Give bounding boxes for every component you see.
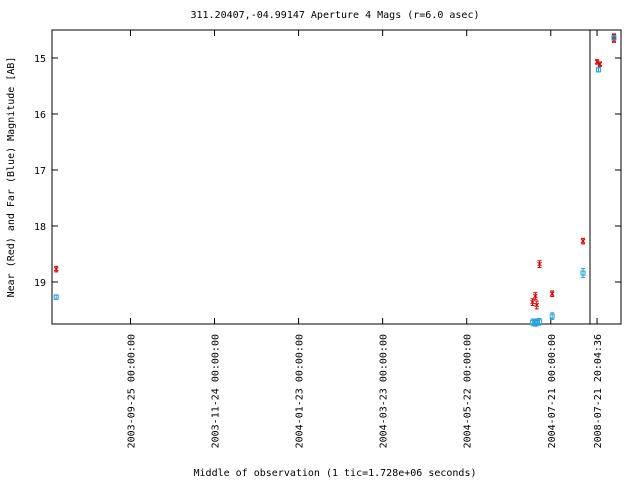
- data-point: [595, 67, 601, 73]
- data-point: [597, 61, 603, 67]
- y-tick-label: 18: [34, 222, 46, 233]
- data-point: [53, 265, 59, 273]
- y-axis-label: Near (Red) and Far (Blue) Magnitude [AB]: [6, 57, 17, 298]
- marker: [549, 291, 555, 297]
- x-tick-label: 2004-03-23 00:00:00: [379, 334, 390, 448]
- x-axis-label: Middle of observation (1 tic=1.728e+06 s…: [194, 468, 477, 479]
- marker: [53, 266, 59, 272]
- marker: [580, 270, 586, 276]
- data-point: [533, 292, 538, 300]
- x-tick-label: 2004-01-23 00:00:00: [295, 334, 306, 448]
- data-point: [53, 294, 59, 300]
- data-point: [580, 268, 586, 279]
- marker: [533, 293, 538, 299]
- marker: [53, 294, 59, 300]
- marker: [595, 67, 601, 73]
- data-point: [549, 290, 555, 298]
- marker: [537, 319, 543, 325]
- x-tick-label: 2008-07-21 20:04:36: [593, 334, 604, 448]
- data-point: [537, 317, 543, 326]
- data-point: [537, 260, 542, 268]
- data-point: [549, 312, 555, 321]
- x-tick-label: 2003-11-24 00:00:00: [211, 334, 222, 448]
- y-tick-label: 16: [34, 110, 46, 121]
- y-tick-label: 17: [34, 166, 46, 177]
- data-point: [530, 298, 535, 307]
- marker: [580, 238, 586, 244]
- y-tick-label: 19: [34, 278, 46, 289]
- data-point: [580, 237, 586, 245]
- y-tick-label: 15: [34, 54, 46, 65]
- marker: [611, 35, 617, 41]
- marker: [597, 61, 603, 67]
- data-point: [611, 35, 617, 41]
- x-tick-label: 2003-09-25 00:00:00: [126, 334, 137, 448]
- data-point: [530, 318, 536, 327]
- marker: [534, 319, 540, 325]
- marker: [530, 299, 535, 305]
- marker: [549, 313, 555, 319]
- marker: [594, 59, 600, 65]
- data-point: [534, 318, 540, 327]
- marker: [534, 302, 540, 308]
- plot-frame: [51, 29, 622, 325]
- marker: [537, 261, 542, 267]
- x-tick-label: 2004-05-22 00:00:00: [463, 334, 474, 448]
- data-point: [534, 300, 540, 310]
- x-tick-label: 2004-07-21 00:00:00: [547, 334, 558, 448]
- chart-title: 311.20407,-04.99147 Aperture 4 Mags (r=6…: [191, 10, 480, 21]
